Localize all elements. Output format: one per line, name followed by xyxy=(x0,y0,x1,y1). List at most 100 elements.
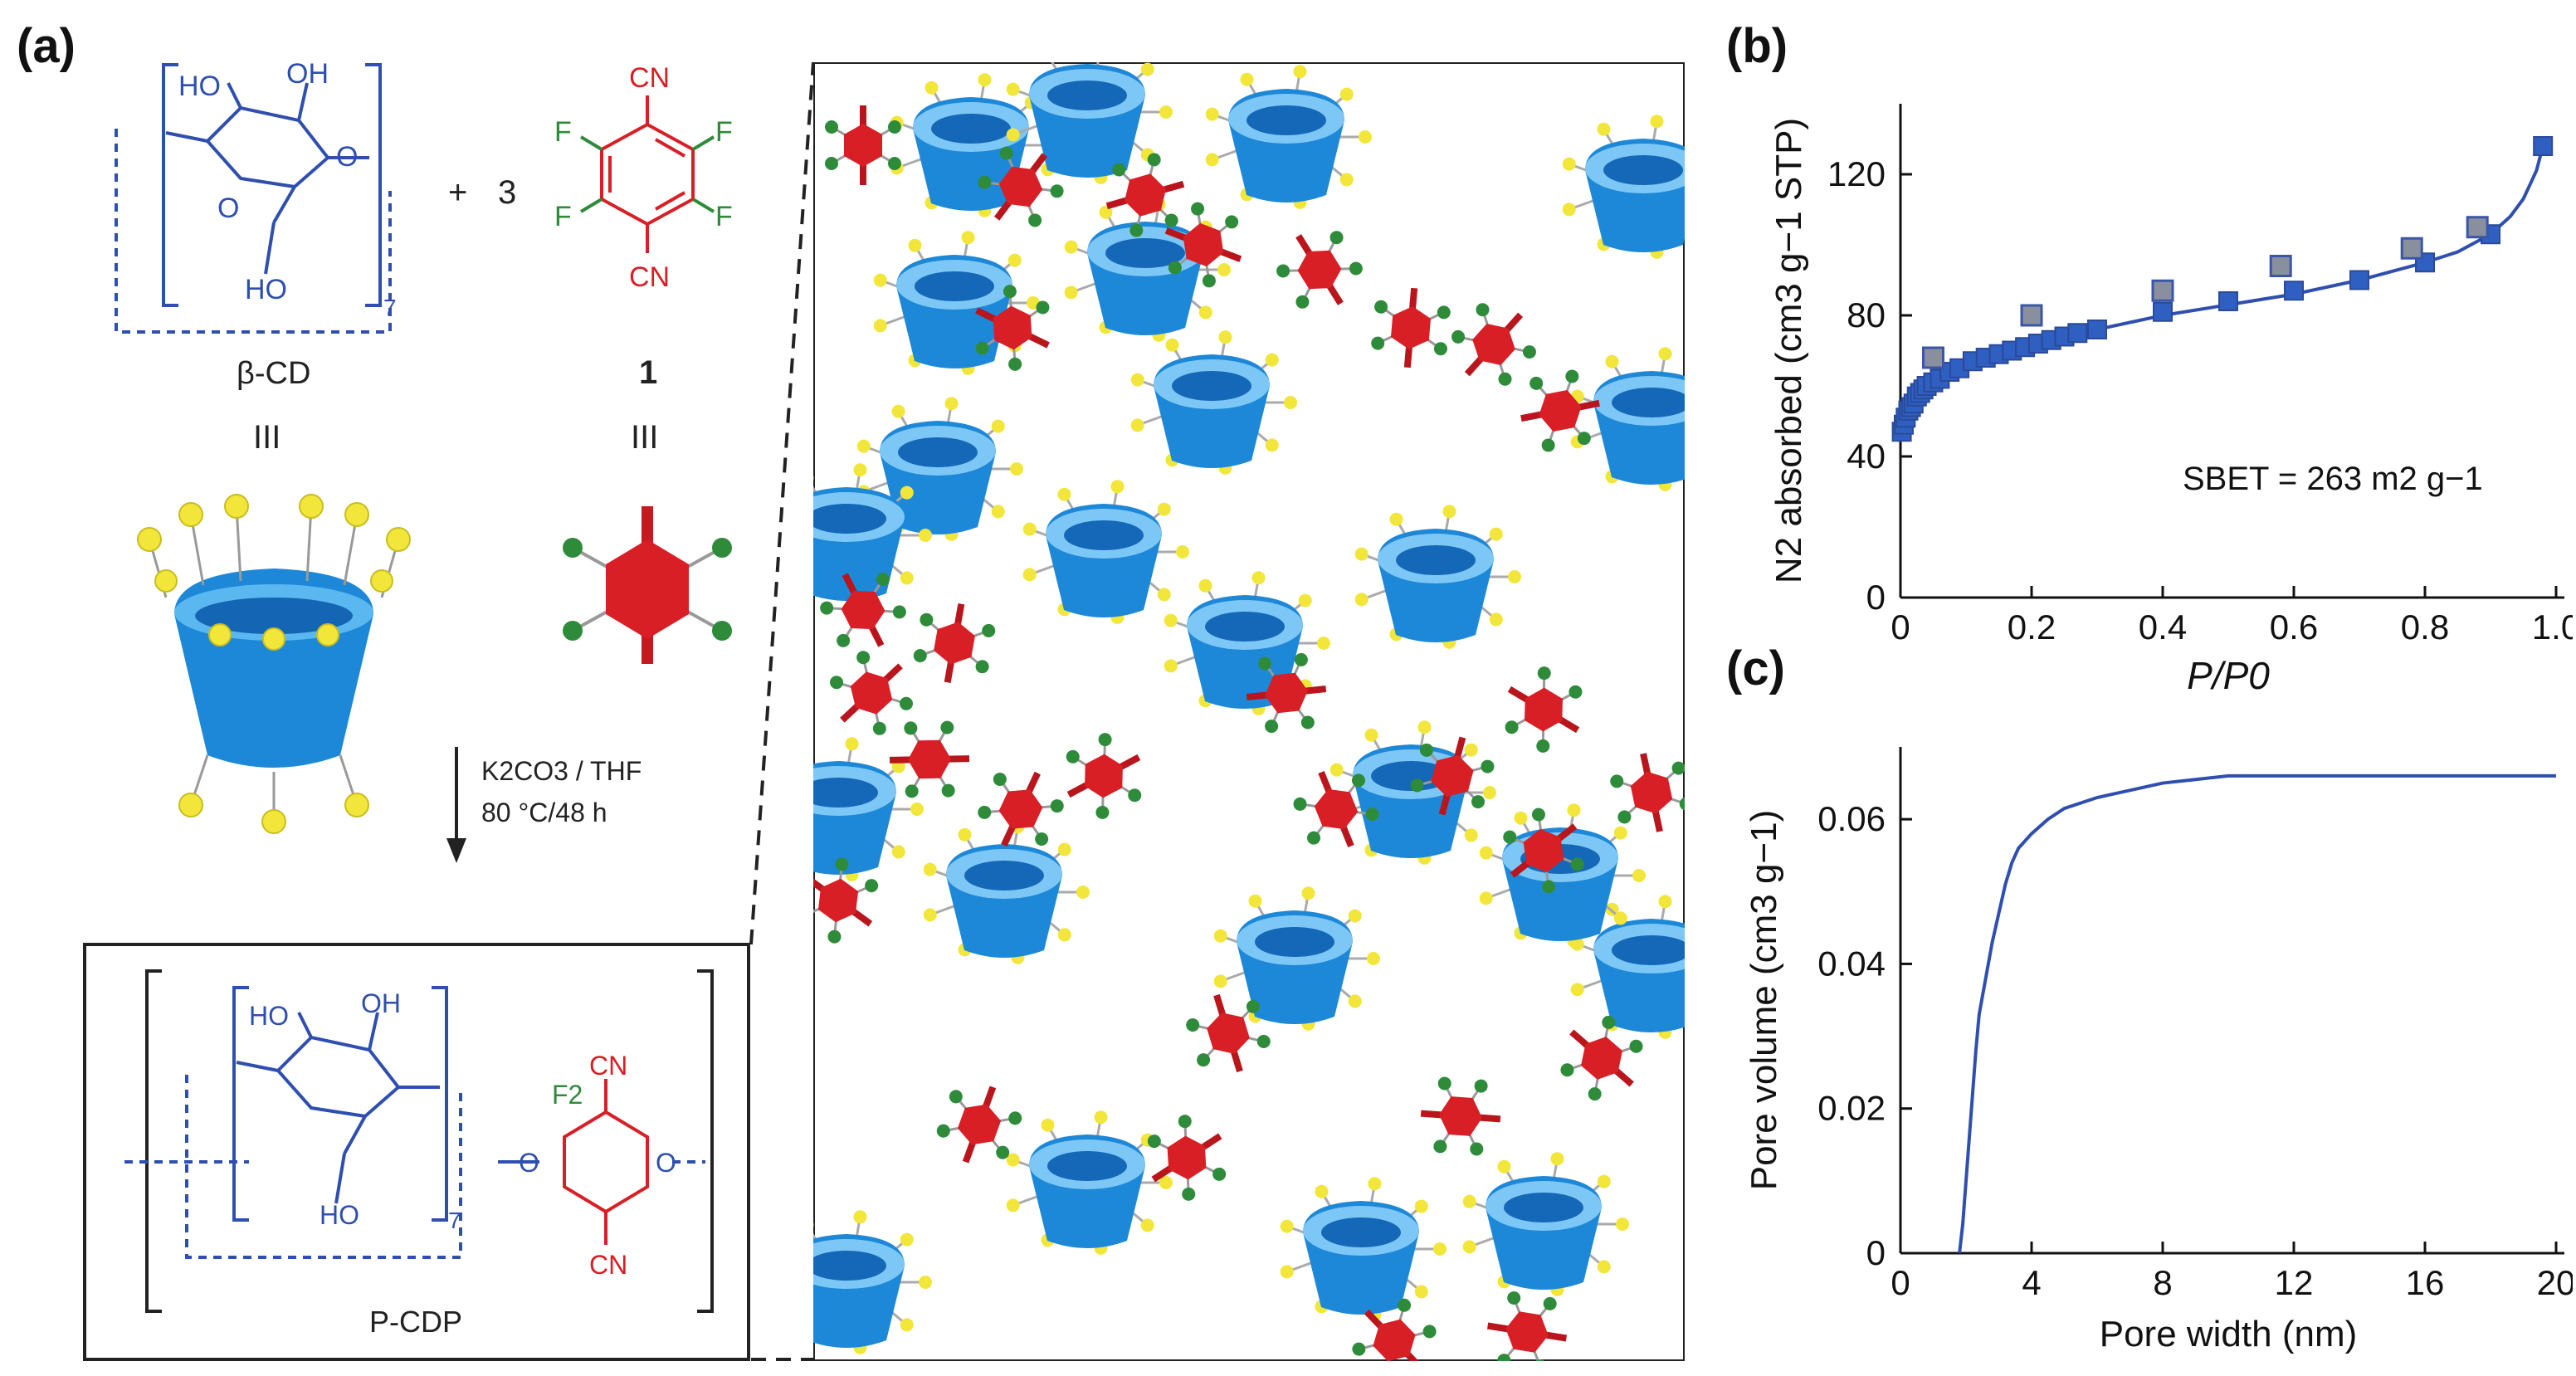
cd-cup-ball xyxy=(1057,928,1071,942)
linker-hex-ring xyxy=(1297,250,1342,290)
cd-cup-ball xyxy=(1041,1118,1055,1132)
cd-cup-ball xyxy=(1442,505,1456,519)
linker-hex-f xyxy=(1202,274,1216,288)
chart-b-point-adsorption xyxy=(2284,281,2304,301)
linker-hex-f xyxy=(1112,163,1126,177)
linker-hex-f xyxy=(1349,261,1363,276)
cd-cup-ball xyxy=(891,404,905,418)
linker-hex-f xyxy=(1265,720,1279,734)
linker-hex-f xyxy=(829,676,843,690)
cd-cup-ball xyxy=(1064,240,1078,254)
cd-cup-ball xyxy=(1650,115,1664,129)
cd-cup-hole xyxy=(1255,927,1334,957)
cd-cup-ball xyxy=(1433,1242,1447,1256)
linker-hex xyxy=(1352,1298,1437,1361)
cd-cup-ball xyxy=(1613,911,1627,925)
linker-hex-f xyxy=(1542,880,1556,894)
chart-b-x-tick-label: 0.6 xyxy=(2270,607,2318,647)
chart-b-point-desorption xyxy=(2269,255,2292,277)
chart-b-x-tick-label: 0 xyxy=(1891,607,1910,647)
cd-cup-ball xyxy=(1164,613,1178,627)
linker-hex-f xyxy=(1036,300,1050,315)
linker-hex-f xyxy=(904,721,918,735)
cd-cup-ball xyxy=(1414,1199,1428,1213)
linker-hex-f xyxy=(1570,857,1584,871)
polymer-structure xyxy=(124,969,714,1313)
cd-cup-ball xyxy=(845,737,859,751)
cd-cup-ball xyxy=(900,486,914,500)
cd-cup-ball xyxy=(900,1232,914,1247)
cd-cup xyxy=(1130,330,1297,475)
cd-cup-ball xyxy=(1240,72,1254,86)
cd-cup-ball xyxy=(900,1318,914,1332)
cd-cup-ball xyxy=(944,397,959,411)
chart-b-x-tick-label: 0.2 xyxy=(2008,607,2056,647)
chart-c-y-tick-label: 0.04 xyxy=(1817,944,1886,983)
linker-hex-f xyxy=(936,1124,950,1138)
cd-cup-ball xyxy=(1130,373,1144,387)
cd-cup-ball xyxy=(1348,994,1362,1008)
linker-hex-f xyxy=(999,146,1013,160)
linker-hex-f xyxy=(1629,1039,1643,1053)
cd-cup-ball xyxy=(1205,153,1219,167)
cd-cup-ball xyxy=(1367,952,1380,965)
cd-cup-ball xyxy=(1570,983,1584,997)
cd-cup-ball xyxy=(1057,842,1071,856)
cd-cup-ball xyxy=(873,319,887,333)
linker-hex-f xyxy=(949,1090,963,1104)
chart-b-x-tick-label: 1.0 xyxy=(2532,607,2573,647)
linker-hex xyxy=(1560,1015,1643,1101)
chart-b-x-tick-label: 0.4 xyxy=(2139,607,2187,647)
cd-cup-ball xyxy=(1329,763,1344,777)
cd-cup-ball xyxy=(1280,1219,1294,1233)
linker-hex-ring xyxy=(1207,1012,1250,1054)
cd-cup-ball xyxy=(1605,354,1619,368)
zoom-line-top xyxy=(749,61,813,945)
cd-cup-ball xyxy=(1159,105,1173,119)
linker-hex-f xyxy=(1437,305,1451,320)
linker-hex-f xyxy=(1498,372,1512,386)
cd-cup-ball xyxy=(1064,285,1078,300)
polymer-o-1: O xyxy=(519,1148,539,1178)
cd-cup-hole xyxy=(1105,238,1185,268)
cd-ring-o: O xyxy=(217,193,239,224)
cd-cup-hole xyxy=(1612,388,1685,417)
linker-hex-f xyxy=(920,612,934,627)
cd-cup xyxy=(1022,480,1189,624)
equivalents-3: 3 xyxy=(498,174,516,211)
polymer-label: P-CDP xyxy=(369,1305,462,1339)
linker-hex-f xyxy=(1050,184,1064,198)
cd-cup-ball xyxy=(1248,894,1262,908)
plus-sign: + xyxy=(448,174,467,211)
panel-label-c: (c) xyxy=(1726,642,1785,695)
cd-cup xyxy=(890,73,1056,217)
linker-hex-f xyxy=(1178,1115,1192,1129)
linker-hex-f xyxy=(1398,1298,1412,1312)
linker-hex-ring xyxy=(1373,1319,1416,1361)
cd-cup xyxy=(813,737,924,881)
linker-hex-f xyxy=(1095,805,1110,819)
linker-hex-f xyxy=(1371,336,1385,350)
linker-cartoon xyxy=(563,506,732,664)
linker-hex-f xyxy=(900,696,914,710)
linker-hex-f xyxy=(1530,376,1544,390)
linker-hex-ring xyxy=(1630,771,1673,814)
cd-cup-ball xyxy=(1354,593,1368,607)
cd-cup-ball xyxy=(1076,886,1090,899)
cd-cup-ball xyxy=(991,505,1005,519)
linker-hex-f xyxy=(1505,720,1519,734)
beta-cd-structure xyxy=(115,63,392,334)
linker-hex-ring xyxy=(1539,389,1582,432)
linker-hex-f xyxy=(1410,778,1424,793)
linker-hex-f xyxy=(941,783,955,798)
linker-hex-f xyxy=(1522,345,1536,359)
linker-hex-f xyxy=(940,720,954,734)
cd-cup-ball xyxy=(1464,828,1478,842)
chart-c-y-tick-label: 0.06 xyxy=(1817,799,1886,838)
polymer-o-2: O xyxy=(656,1148,676,1178)
chart-c-y-label: Pore volume (cm3 g−1) xyxy=(1744,810,1784,1191)
chart-b-point-adsorption xyxy=(2533,136,2554,156)
cd-cup-ball xyxy=(991,419,1005,433)
cd-cup-ball xyxy=(853,463,867,477)
linker-hex-f xyxy=(1258,656,1272,671)
